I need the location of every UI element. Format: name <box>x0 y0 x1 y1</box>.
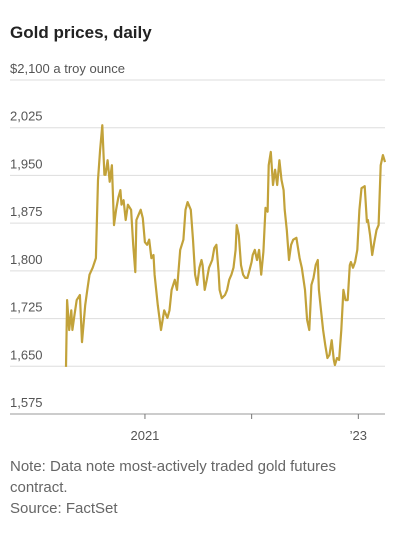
chart: Gold prices, daily 1,575 1,650 1,725 1,800 1… <box>10 23 387 443</box>
y-tick-label: 1,650 <box>10 347 43 362</box>
notes: Note: Data note most-actively traded gol… <box>10 456 385 519</box>
y-tick-label: 1,800 <box>10 252 43 267</box>
y-tick-label: 1,725 <box>10 300 43 315</box>
chart-title: Gold prices, daily <box>10 23 152 42</box>
y-tick-label: 2,025 <box>10 109 43 124</box>
y-tick-label: 1,575 <box>10 395 43 410</box>
y-tick-label: $2,100 a troy ounce <box>10 61 125 76</box>
y-tick-label: 1,875 <box>10 204 43 219</box>
note: Note: Data note most-actively traded gol… <box>10 458 337 496</box>
source: Source: FactSet <box>10 500 118 517</box>
y-tick-label: 1,950 <box>10 156 43 171</box>
x-tick-label: 2021 <box>130 428 159 443</box>
price-line <box>64 124 387 367</box>
x-tick-label: ’23 <box>350 428 367 443</box>
